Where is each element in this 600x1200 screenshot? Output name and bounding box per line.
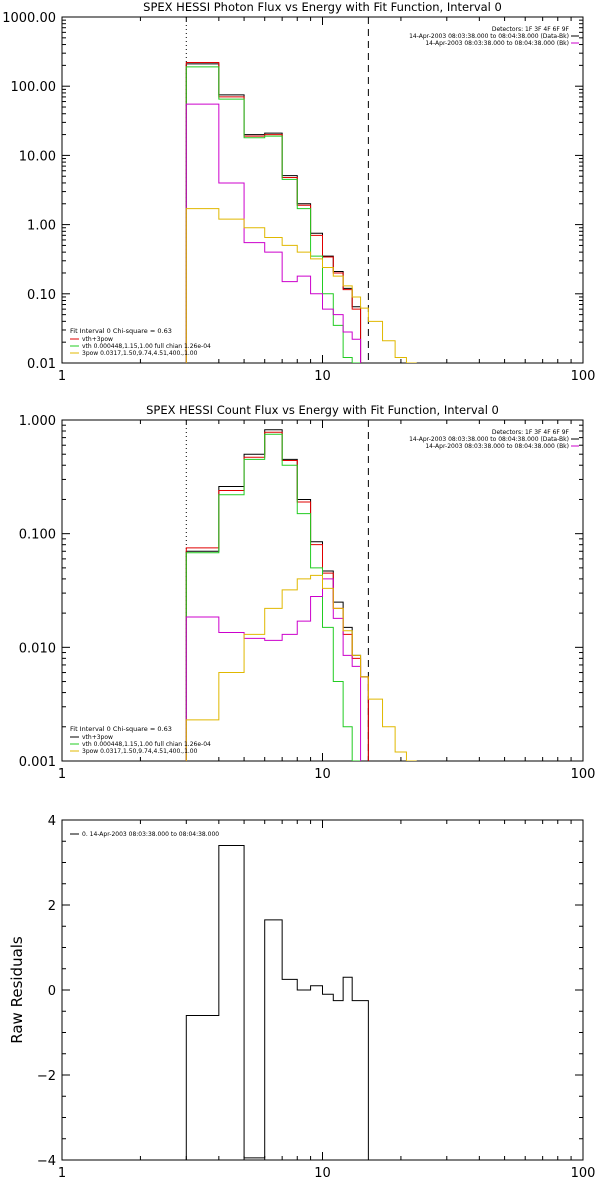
- y-tick-label: 0.001: [19, 755, 56, 770]
- series-line-magenta: [185, 103, 362, 363]
- chart-panel-0: SPEX HESSI Photon Flux vs Energy with Fi…: [2, 0, 595, 384]
- legend-label: vth 0.000448,1.15,1.00 full chian 1.26e-…: [82, 741, 211, 748]
- chart-panel-2: 1 10 100 −4 −2 0 2 4 Raw Residuals 0. 14-Apr-2003…: [8, 814, 595, 1181]
- y-tick-label: 0.01: [27, 357, 56, 372]
- series-group: [185, 845, 369, 1160]
- legend-label: 3pow 0.0317,1.50,9.74,4.51,400.,1.00: [82, 350, 198, 357]
- series-line-black: [185, 429, 369, 761]
- chart-title: SPEX HESSI Photon Flux vs Energy with Fi…: [143, 0, 502, 14]
- legend-label: 0. 14-Apr-2003 08:03:38.000 to 08:04:38.…: [82, 831, 219, 838]
- y-axis-label: Raw Residuals: [8, 936, 26, 1044]
- y-tick-label: −4: [37, 1154, 56, 1169]
- x-tick-label: 10: [314, 1166, 331, 1181]
- x-tick-label: 100: [571, 369, 596, 384]
- series-line-black: [185, 63, 362, 363]
- y-tick-label: 1000.00: [2, 11, 56, 26]
- series-line-black: [185, 845, 369, 1160]
- plot-frame: [61, 16, 584, 364]
- x-tick-label: 1: [58, 1166, 66, 1181]
- info-text: 14-Apr-2003 08:03:38.000 to 08:04:38.000…: [409, 436, 569, 443]
- x-tick-label: 10: [314, 767, 331, 782]
- series-line-green: [185, 433, 361, 761]
- legend-label: 3pow 0.0317,1.50,9.74,4.51,400.,1.00: [82, 748, 198, 755]
- y-tick-label: 2: [48, 899, 56, 914]
- y-tick-label: 1.000: [19, 414, 56, 429]
- x-tick-label: 1: [58, 369, 66, 384]
- y-tick-label: 10.00: [19, 149, 56, 164]
- legend-header: Fit Interval 0 Chi-square = 0.63: [70, 327, 172, 335]
- series-line-yellow: [185, 208, 417, 363]
- chart-title: SPEX HESSI Count Flux vs Energy with Fit…: [146, 403, 499, 417]
- y-tick-label: 4: [48, 814, 56, 829]
- legend-label: vth 0.000448,1.15,1.00 full chian 1.26e-…: [82, 343, 211, 350]
- info-text: 14-Apr-2003 08:03:38.000 to 08:04:38.000…: [409, 33, 569, 40]
- y-tick-label: −2: [37, 1069, 56, 1084]
- chart-panel-1: SPEX HESSI Count Flux vs Energy with Fit…: [19, 403, 596, 782]
- y-tick-label: 0.010: [19, 641, 56, 656]
- series-line-green: [185, 66, 361, 363]
- legend-header: Fit Interval 0 Chi-square = 0.63: [70, 725, 172, 733]
- x-tick-label: 1: [58, 767, 66, 782]
- series-line-red: [185, 431, 369, 761]
- series-line-yellow: [185, 574, 417, 761]
- series-group: [185, 62, 417, 363]
- x-tick-label: 100: [571, 1166, 596, 1181]
- series-line-magenta: [185, 578, 362, 761]
- info-text: 14-Apr-2003 08:03:38.000 to 08:04:38.000…: [425, 40, 569, 47]
- y-tick-label: 1.00: [27, 219, 56, 234]
- x-tick-label: 10: [314, 369, 331, 384]
- y-tick-label: 100.00: [11, 80, 57, 95]
- legend-label: vth+3pow: [82, 734, 113, 741]
- legend-label: vth+3pow: [82, 336, 113, 343]
- x-tick-label: 100: [571, 767, 596, 782]
- series-group: [185, 429, 417, 761]
- y-tick-label: 0.100: [19, 528, 56, 543]
- info-text: 14-Apr-2003 08:03:38.000 to 08:04:38.000…: [425, 443, 569, 450]
- y-tick-label: 0: [48, 984, 56, 999]
- y-tick-label: 0.10: [27, 288, 56, 303]
- series-line-red: [185, 62, 362, 363]
- info-text: Detectors: 1F 3F 4F 6F 9F: [492, 429, 570, 436]
- info-text: Detectors: 1F 3F 4F 6F 9F: [492, 26, 570, 33]
